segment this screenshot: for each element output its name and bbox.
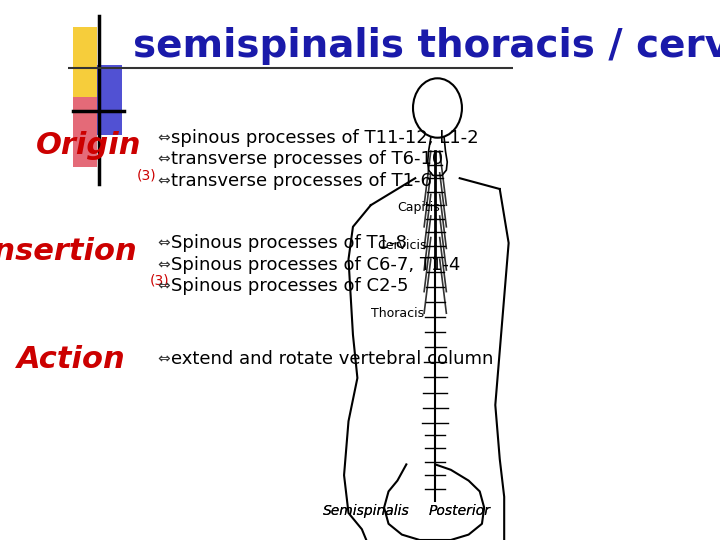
Text: Spinous processes of C6-7, T1-4: Spinous processes of C6-7, T1-4 xyxy=(171,255,460,274)
Text: Action: Action xyxy=(17,345,126,374)
Text: transverse processes of T1-6: transverse processes of T1-6 xyxy=(171,172,431,190)
FancyBboxPatch shape xyxy=(97,65,122,135)
Text: Posterior: Posterior xyxy=(428,504,491,518)
Text: ⇔: ⇔ xyxy=(158,235,170,251)
Text: semispinalis thoracis / cervicus: semispinalis thoracis / cervicus xyxy=(132,27,720,65)
Text: Spinous processes of C2-5: Spinous processes of C2-5 xyxy=(171,277,408,295)
Text: Insertion: Insertion xyxy=(0,237,138,266)
Text: (3): (3) xyxy=(150,274,169,288)
Text: Semispinalis: Semispinalis xyxy=(323,504,410,518)
Text: (3): (3) xyxy=(136,168,156,183)
Text: ⇔: ⇔ xyxy=(158,152,170,167)
Text: extend and rotate vertebral column: extend and rotate vertebral column xyxy=(171,350,493,368)
Text: spinous processes of T11-12, L1-2: spinous processes of T11-12, L1-2 xyxy=(171,129,478,147)
Text: Posterior: Posterior xyxy=(428,504,491,518)
FancyBboxPatch shape xyxy=(73,27,97,97)
Text: ⇔: ⇔ xyxy=(158,130,170,145)
Text: Capitis: Capitis xyxy=(397,201,440,214)
FancyBboxPatch shape xyxy=(73,97,97,167)
Text: ⇔: ⇔ xyxy=(158,352,170,367)
Text: ⇔: ⇔ xyxy=(158,173,170,188)
Text: ⇔: ⇔ xyxy=(158,279,170,294)
Text: transverse processes of T6-10: transverse processes of T6-10 xyxy=(171,150,443,168)
Text: Semispinalis: Semispinalis xyxy=(323,504,410,518)
Text: Spinous processes of T1-8: Spinous processes of T1-8 xyxy=(171,234,407,252)
Text: ⇔: ⇔ xyxy=(158,257,170,272)
Text: Cervicis: Cervicis xyxy=(377,239,427,252)
Text: Origin: Origin xyxy=(36,131,142,160)
Text: Thoracis: Thoracis xyxy=(371,307,424,320)
